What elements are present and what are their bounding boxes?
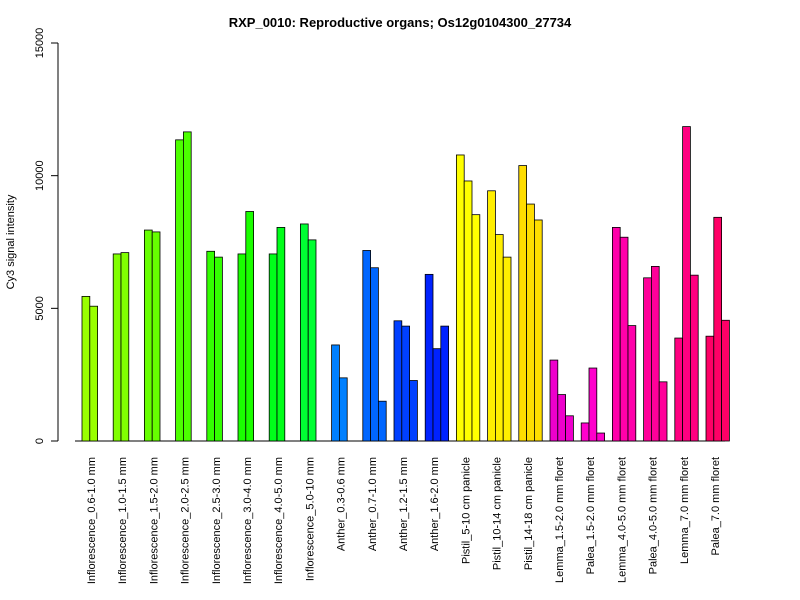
bar — [370, 267, 379, 442]
bar — [627, 325, 637, 442]
bar — [463, 180, 473, 442]
bar — [245, 211, 255, 442]
x-tick-labels: Inflorescence_0.6-1.0 mm Inflorescence_1.… — [86, 457, 722, 584]
bar — [151, 231, 161, 442]
x-tick-label: Inflorescence_1.0-1.5 mm — [117, 457, 129, 584]
x-tick-label: Anther_1.6-2.0 mm — [429, 457, 441, 551]
bar — [455, 154, 465, 442]
bar — [307, 239, 317, 442]
bar — [175, 139, 184, 442]
bar — [377, 400, 387, 442]
x-tick-label: Inflorescence_4.0-5.0 mm — [273, 457, 285, 584]
bar — [471, 214, 481, 442]
bar — [557, 394, 566, 442]
x-tick-label: Inflorescence_0.6-1.0 mm — [86, 457, 98, 584]
bar — [518, 165, 527, 442]
bar — [588, 367, 598, 442]
x-tick-label: Anther_0.7-1.0 mm — [367, 457, 379, 551]
bar — [182, 131, 192, 442]
bar — [112, 253, 122, 442]
x-tick-label: Pistil_5-10 cm panicle — [460, 457, 472, 564]
bar — [619, 236, 629, 442]
bar — [401, 325, 410, 442]
bar — [440, 325, 449, 442]
y-tick-label: 0 — [34, 438, 46, 444]
x-tick-label: Anther_1.2-1.5 mm — [398, 457, 410, 551]
y-tick-label: 15000 — [34, 28, 46, 59]
bar — [81, 295, 91, 442]
bar — [89, 305, 99, 442]
x-tick-label: Pistil_10-14 cm panicle — [492, 457, 504, 570]
bar — [674, 337, 683, 442]
bar — [487, 190, 496, 442]
y-tick-label: 10000 — [34, 160, 46, 191]
bar — [612, 227, 621, 442]
bar — [206, 250, 216, 442]
x-tick-label: Inflorescence_3.0-4.0 mm — [242, 457, 254, 584]
y-ticks: 0 5000 10000 15000 — [34, 28, 58, 444]
x-tick-label: Palea_7.0 mm floret — [710, 457, 722, 555]
chart-title: RXP_0010: Reproductive organs; Os12g0104… — [229, 15, 572, 30]
x-tick-label: Lemma_4.0-5.0 mm floret — [616, 457, 628, 583]
y-axis-label: Cy3 signal intensity — [5, 194, 17, 289]
x-tick-label: Inflorescence_2.5-3.0 mm — [211, 457, 223, 584]
bar — [682, 126, 691, 442]
bar — [534, 219, 543, 442]
bar — [299, 223, 309, 442]
bar — [393, 320, 403, 442]
bar — [580, 422, 590, 442]
bar — [658, 381, 668, 442]
x-tick-label: Palea_1.5-2.0 mm floret — [585, 457, 597, 574]
bar — [549, 359, 559, 442]
bar — [237, 253, 247, 442]
x-tick-label: Inflorescence_2.0-2.5 mm — [180, 457, 192, 584]
bar — [713, 216, 722, 442]
x-tick-label: Lemma_7.0 mm floret — [679, 457, 691, 564]
bar — [120, 252, 130, 442]
bar — [362, 250, 371, 442]
bars — [81, 126, 730, 442]
bar — [596, 432, 605, 442]
bar — [690, 274, 699, 442]
bar — [565, 415, 574, 442]
bar — [409, 380, 418, 442]
x-tick-label: Pistil_14-18 cm panicle — [523, 457, 535, 570]
x-tick-label: Palea_4.0-5.0 mm floret — [648, 457, 660, 574]
bar — [721, 319, 730, 442]
bar — [643, 277, 652, 442]
bar — [276, 227, 286, 442]
bar — [424, 273, 434, 442]
x-tick-label: Lemma_1.5-2.0 mm floret — [554, 457, 566, 583]
x-tick-label: Inflorescence_1.5-2.0 mm — [148, 457, 160, 584]
bar — [268, 253, 278, 442]
bar — [502, 256, 512, 442]
bar — [331, 344, 340, 442]
bar — [526, 203, 535, 442]
bar — [494, 234, 504, 442]
x-tick-label: Anther_0.3-0.6 mm — [336, 457, 348, 551]
bar — [214, 256, 223, 442]
bar — [338, 377, 348, 442]
bar — [432, 348, 442, 442]
bar — [143, 229, 153, 442]
bar — [651, 266, 660, 442]
x-tick-label: Inflorescence_5.0-10 mm — [304, 457, 316, 581]
bar — [705, 335, 715, 442]
y-tick-label: 5000 — [34, 296, 46, 320]
